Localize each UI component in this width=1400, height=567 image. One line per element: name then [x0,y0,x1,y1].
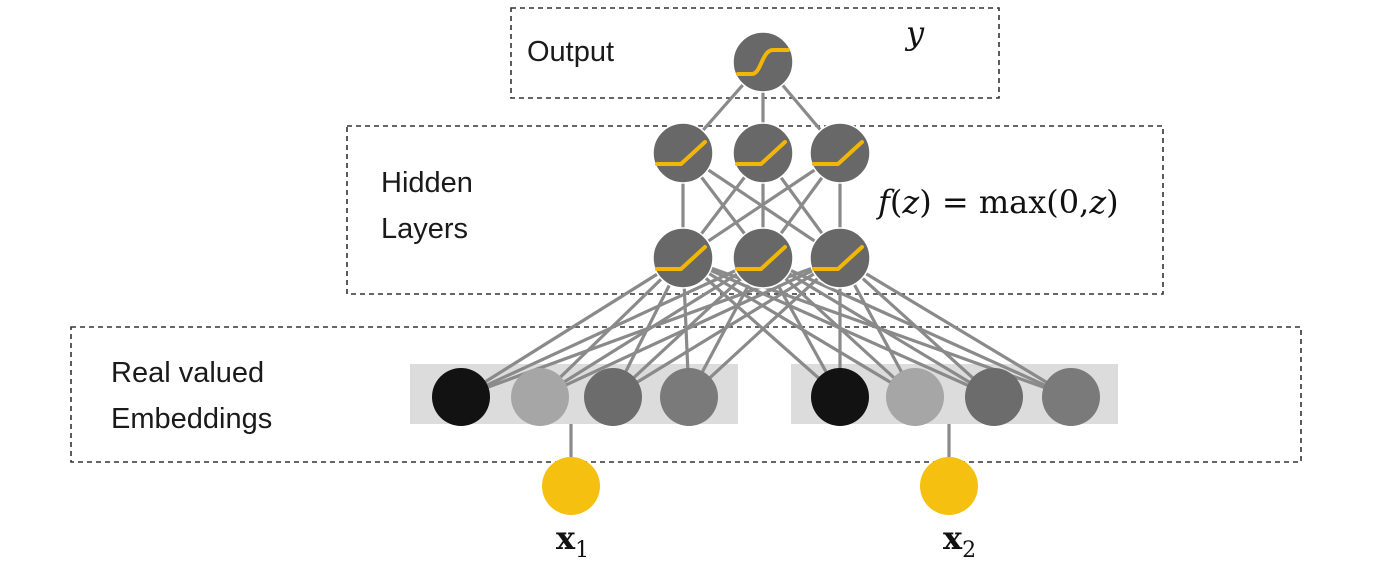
relu-activation-icon [735,245,787,271]
input-label-x1: x1 [556,519,589,563]
input-x2-symbol: x [943,519,963,557]
embedding-label-line2: Embeddings [111,403,272,435]
output-layer-box [510,7,1000,99]
embedding-unit-4 [811,368,869,426]
input-node-x2 [920,457,978,515]
hidden1-neuron-1 [732,122,794,184]
activation-formula: f(z) = max(0,z) [876,183,1119,221]
formula-equals: = [932,183,979,221]
embedding-unit-5 [886,368,944,426]
embedding-unit-0 [432,368,490,426]
input-label-x2: x2 [943,519,976,563]
formula-paren-close: ) [919,183,931,221]
input-x1-symbol: x [556,519,576,557]
edge-h2-2-emb-3 [687,256,842,399]
hidden2-neuron-0 [652,227,714,289]
embedding-unit-2 [584,368,642,426]
hidden2-neuron-2 [809,227,871,289]
edge-h2-2-emb-7 [839,256,1072,399]
relu-activation-icon [735,140,787,166]
input-node-x1 [542,457,600,515]
embedding-unit-1 [511,368,569,426]
hidden2-neuron-1 [732,227,794,289]
edge-h2-2-emb-6 [838,256,996,399]
edge-h2-2-emb-2 [612,256,841,399]
relu-activation-icon [812,140,864,166]
hidden-label-line2: Layers [381,213,468,245]
embedding-unit-7 [1042,368,1100,426]
relu-activation-icon [655,140,707,166]
edge-h2-0-emb-0 [460,256,684,399]
neurons [432,31,1100,515]
edge-h2-0-emb-5 [682,256,916,399]
formula-max: max [979,183,1046,221]
hidden1-neuron-0 [652,122,714,184]
input-x1-subscript: 1 [575,538,589,563]
sigmoid-activation-icon [736,48,790,76]
input-x2-subscript: 2 [962,538,976,563]
formula-z-arg: z [1088,183,1107,221]
output-symbol: y [904,14,925,52]
hidden1-neuron-2 [809,122,871,184]
formula-args-close: ) [1106,183,1118,221]
embedding-unit-3 [660,368,718,426]
output-label: Output [527,36,614,68]
formula-paren-open: ( [890,183,902,221]
relu-activation-icon [655,245,707,271]
relu-activation-icon [812,245,864,271]
embedding-label-line1: Real valued [111,357,264,389]
edge-h1-2-h2-0 [682,151,841,260]
formula-z: z [901,183,920,221]
formula-args-open: (0, [1046,183,1089,221]
edge-h2-1-emb-0 [460,256,764,399]
edge-h2-2-emb-1 [539,256,841,399]
embedding-unit-6 [965,368,1023,426]
hidden-label-line1: Hidden [381,167,473,199]
